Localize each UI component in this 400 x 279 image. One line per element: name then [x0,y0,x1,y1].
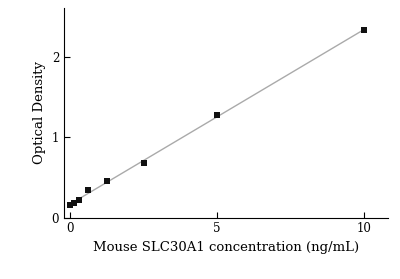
Y-axis label: Optical Density: Optical Density [33,61,46,165]
X-axis label: Mouse SLC30A1 concentration (ng/mL): Mouse SLC30A1 concentration (ng/mL) [93,241,359,254]
